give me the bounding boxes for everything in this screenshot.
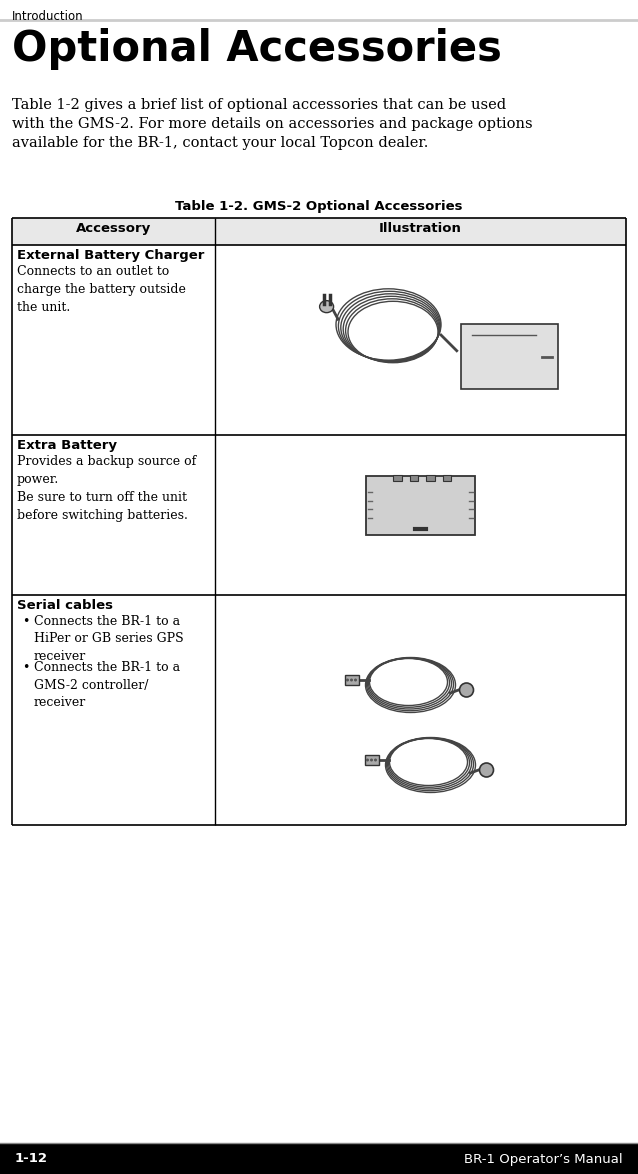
Circle shape bbox=[366, 758, 369, 762]
Circle shape bbox=[480, 763, 494, 777]
Circle shape bbox=[370, 758, 373, 762]
FancyBboxPatch shape bbox=[461, 324, 558, 389]
Text: Illustration: Illustration bbox=[379, 222, 462, 235]
Bar bbox=[443, 475, 451, 481]
Text: Optional Accessories: Optional Accessories bbox=[12, 28, 502, 70]
Bar bbox=[0, 1143, 638, 1174]
Text: Accessory: Accessory bbox=[76, 222, 151, 235]
Text: Connects to an outlet to
charge the battery outside
the unit.: Connects to an outlet to charge the batt… bbox=[17, 265, 186, 313]
Bar bbox=[410, 475, 419, 481]
Circle shape bbox=[459, 683, 473, 697]
Text: Connects the BR-1 to a
HiPer or GB series GPS
receiver: Connects the BR-1 to a HiPer or GB serie… bbox=[34, 615, 184, 663]
Text: External Battery Charger: External Battery Charger bbox=[17, 249, 204, 262]
Bar bbox=[426, 475, 435, 481]
Text: Provides a backup source of
power.
Be sure to turn off the unit
before switching: Provides a backup source of power. Be su… bbox=[17, 456, 197, 522]
Bar bbox=[345, 675, 359, 684]
Text: •: • bbox=[22, 615, 29, 628]
FancyBboxPatch shape bbox=[366, 475, 475, 534]
Bar bbox=[393, 475, 402, 481]
Text: •: • bbox=[22, 661, 29, 674]
Text: BR-1 Operator’s Manual: BR-1 Operator’s Manual bbox=[464, 1153, 623, 1166]
Bar bbox=[12, 218, 626, 245]
Text: Serial cables: Serial cables bbox=[17, 599, 113, 612]
Circle shape bbox=[350, 679, 353, 681]
Text: Table 1-2. GMS-2 Optional Accessories: Table 1-2. GMS-2 Optional Accessories bbox=[175, 200, 463, 212]
Ellipse shape bbox=[320, 301, 334, 312]
Circle shape bbox=[346, 679, 349, 681]
Text: Connects the BR-1 to a
GMS-2 controller/
receiver: Connects the BR-1 to a GMS-2 controller/… bbox=[34, 661, 180, 709]
Circle shape bbox=[374, 758, 377, 762]
Circle shape bbox=[354, 679, 357, 681]
Text: 1-12: 1-12 bbox=[15, 1153, 48, 1166]
Text: Extra Battery: Extra Battery bbox=[17, 439, 117, 452]
Text: Introduction: Introduction bbox=[12, 11, 84, 23]
Text: Table 1-2 gives a brief list of optional accessories that can be used
with the G: Table 1-2 gives a brief list of optional… bbox=[12, 97, 533, 150]
Bar bbox=[364, 755, 378, 765]
